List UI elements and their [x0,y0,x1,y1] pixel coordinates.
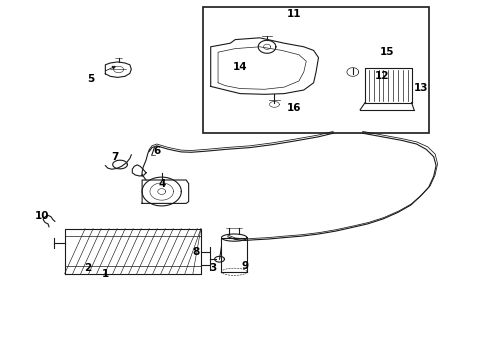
Text: 16: 16 [287,103,301,113]
Text: 10: 10 [34,211,49,221]
Text: 11: 11 [287,9,301,19]
Text: 6: 6 [153,146,160,156]
Text: 14: 14 [233,62,247,72]
Text: 7: 7 [111,152,119,162]
Text: 12: 12 [375,71,390,81]
Text: 9: 9 [242,261,248,271]
Text: 8: 8 [193,247,199,257]
Text: 1: 1 [102,269,109,279]
Text: 5: 5 [87,74,94,84]
Text: 15: 15 [380,47,394,57]
Text: 4: 4 [158,179,166,189]
Text: 3: 3 [210,263,217,273]
Bar [203,7,429,133]
Text: 2: 2 [85,263,92,273]
Text: 13: 13 [414,83,429,93]
